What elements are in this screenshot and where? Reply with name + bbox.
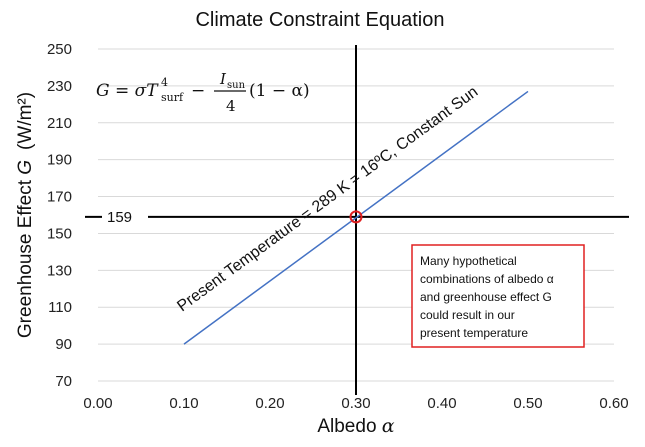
note-text: Many hypothetical combinations of albedo … <box>420 254 554 340</box>
equation-subscript: surf <box>161 91 184 104</box>
equation-lhs: G = σT <box>96 81 159 101</box>
y-tick-label: 70 <box>55 373 72 390</box>
note-box: Many hypothetical combinations of albedo … <box>411 244 585 348</box>
y-tick-label: 190 <box>47 152 72 169</box>
equation-numerator: I <box>219 70 227 88</box>
y-tick-label: 250 <box>47 41 72 58</box>
note-line: and greenhouse effect G <box>420 290 552 304</box>
y-axis-label-text: Greenhouse Effect <box>15 175 36 338</box>
equation-numerator-subscript: sun <box>227 80 246 91</box>
equation-tail: (1 − α) <box>249 81 310 101</box>
series-line <box>183 90 529 345</box>
equation-denominator: 4 <box>226 97 236 115</box>
note-line: could result in our <box>420 308 515 322</box>
y-axis-label: Greenhouse Effect G (W/m²) <box>15 92 36 338</box>
x-tick-label: 0.30 <box>341 395 370 412</box>
x-tick-label: 0.00 <box>83 395 112 412</box>
note-line: combinations of albedo α <box>420 272 554 286</box>
y-tick-label: 150 <box>47 225 72 242</box>
y-tick-label: 210 <box>47 115 72 132</box>
x-tick-label: 0.10 <box>169 395 198 412</box>
y-tick-label: 130 <box>47 262 72 279</box>
x-tick-label: 0.40 <box>427 395 456 412</box>
y-tick-label: 110 <box>48 299 72 316</box>
y-tick-label: 230 <box>47 78 72 95</box>
equation: G = σT 4 surf − I sun 4 (1 − α) <box>96 70 310 115</box>
x-tick-label: 0.50 <box>513 395 542 412</box>
x-axis-label: Albedo α <box>317 415 394 437</box>
chart-title: Climate Constraint Equation <box>195 9 444 31</box>
y-tick-label: 170 <box>47 189 72 206</box>
x-tick-label: 0.20 <box>255 395 284 412</box>
equation-minus: − <box>191 81 205 101</box>
equation-superscript: 4 <box>161 76 168 89</box>
present-point-marker <box>349 210 363 224</box>
note-line: Many hypothetical <box>420 254 517 268</box>
note-box-border <box>411 244 585 348</box>
y-axis-label-symbol: G <box>15 160 36 175</box>
y-tick-label: 90 <box>55 336 72 353</box>
x-tick-label: 0.60 <box>599 395 628 412</box>
y-axis-label-units: (W/m²) <box>15 92 36 150</box>
x-axis-label-text: Albedo <box>317 416 381 437</box>
y-tick-labels: 70 90 110 130 150 170 190 210 230 250 <box>47 41 72 390</box>
crosshair-value-label: 159 <box>107 209 132 226</box>
x-axis-label-symbol: α <box>382 415 395 437</box>
note-line: present temperature <box>420 326 528 340</box>
x-tick-labels: 0.00 0.10 0.20 0.30 0.40 0.50 0.60 <box>83 395 628 412</box>
